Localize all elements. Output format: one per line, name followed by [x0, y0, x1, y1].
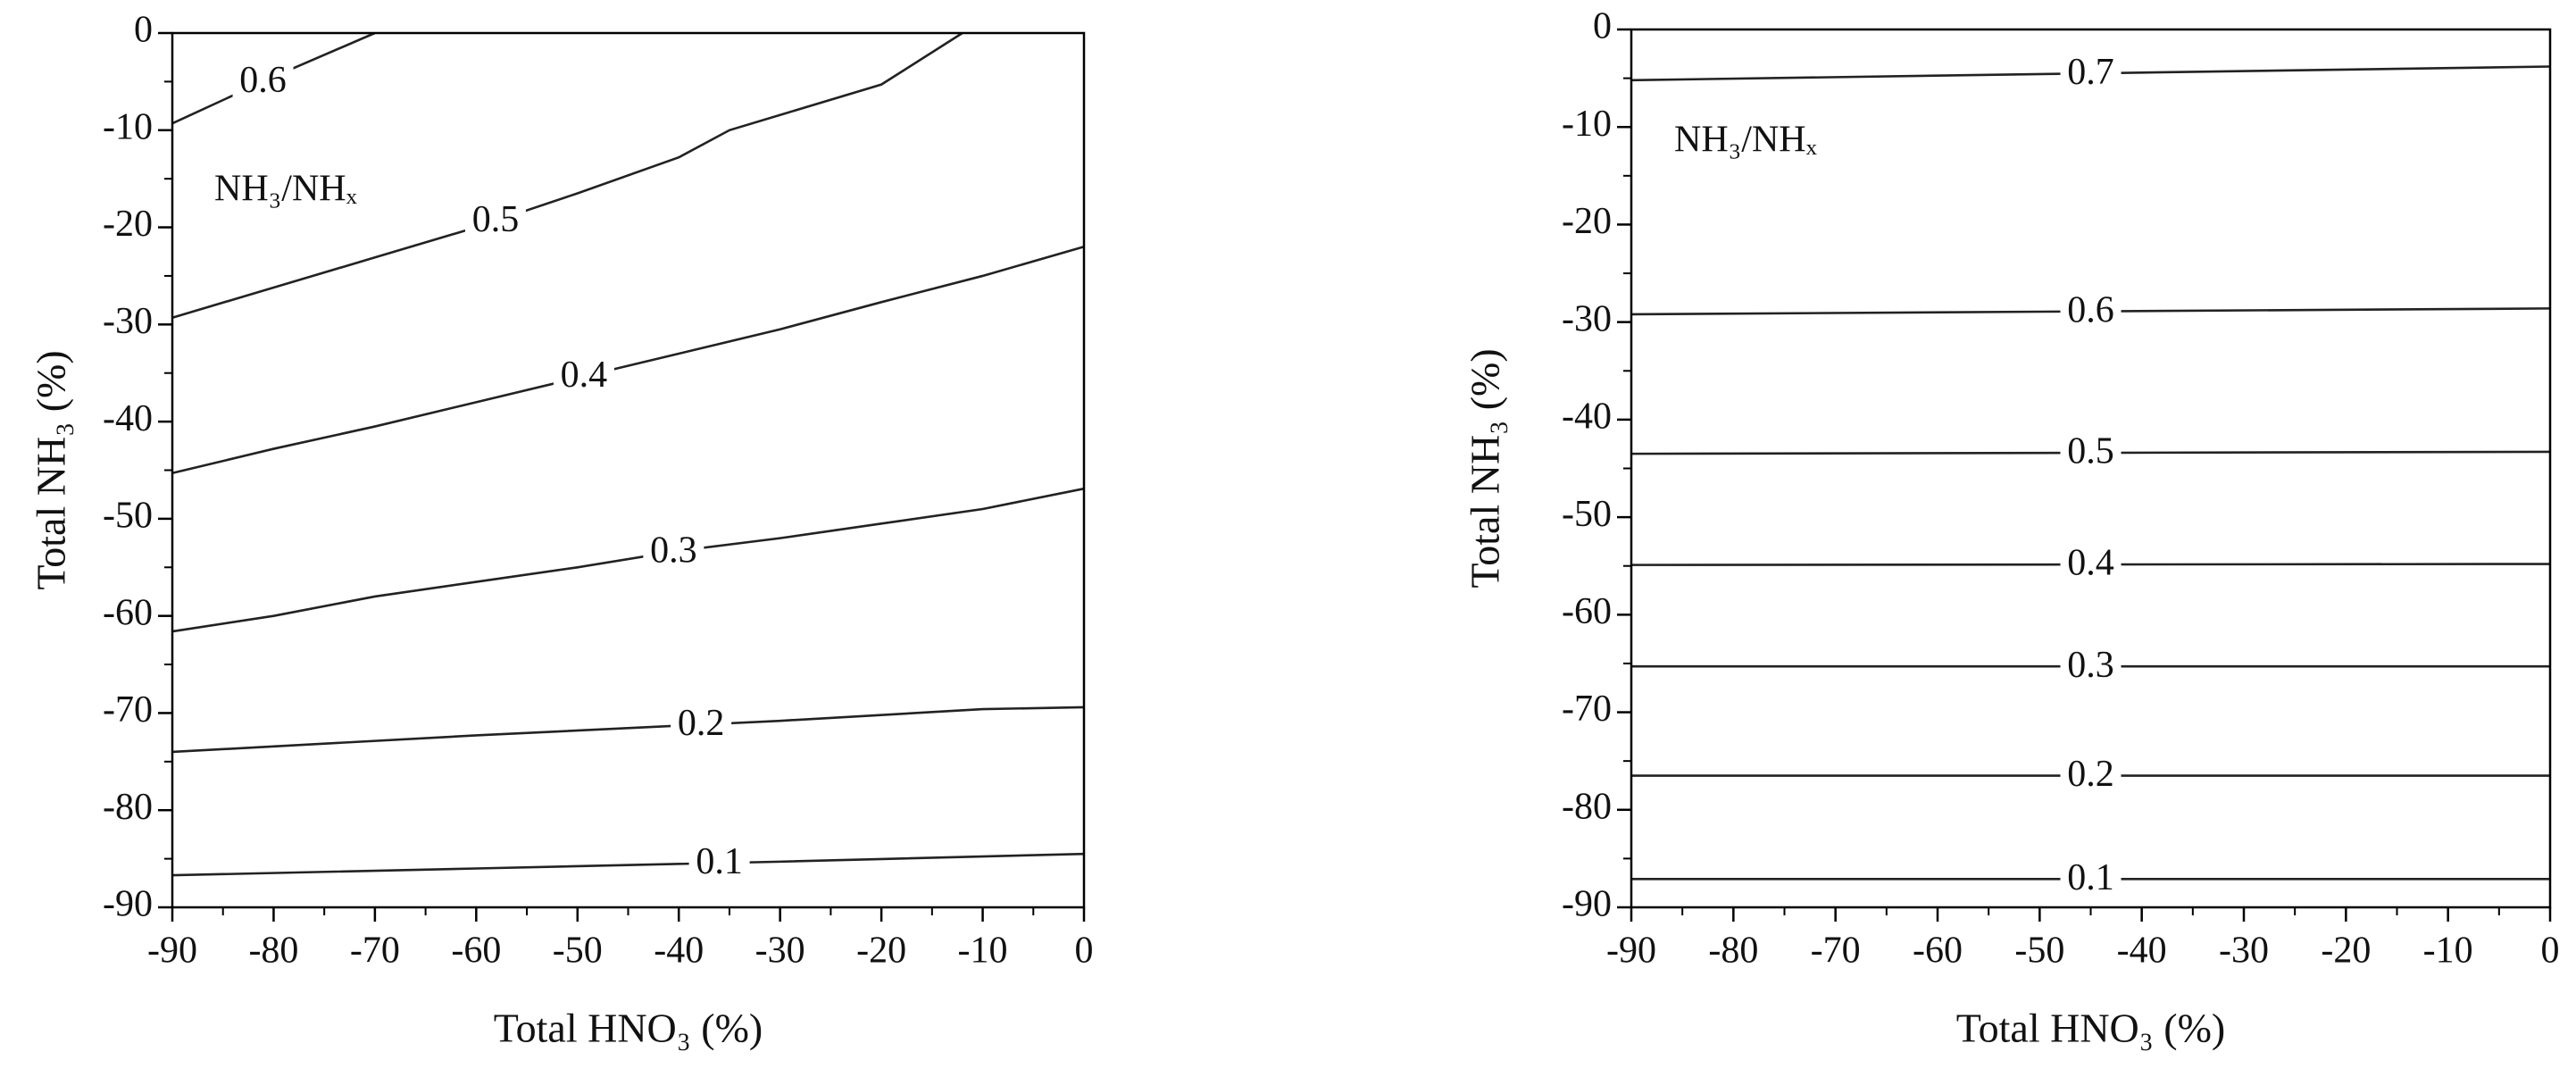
label-bg — [232, 62, 294, 102]
y-tick-label: -60 — [103, 592, 153, 633]
label-bg — [2060, 54, 2122, 94]
y-tick-label: -30 — [103, 301, 153, 342]
x-tick-label: -40 — [2117, 931, 2167, 972]
contour-label: 0.1 — [696, 841, 743, 882]
y-tick-label: -30 — [1562, 298, 1612, 339]
y-tick-label: -10 — [103, 106, 153, 147]
contour-line — [171, 31, 963, 319]
y-tick-label: 0 — [1593, 6, 1612, 47]
label-bg — [2060, 433, 2122, 473]
x-tick-label: -70 — [1811, 931, 1861, 972]
label-bg — [2060, 756, 2122, 796]
x-tick-label: -20 — [2321, 931, 2371, 972]
plot-frame — [1630, 28, 2552, 909]
x-tick-label: 0 — [2541, 931, 2560, 972]
x-tick-label: -60 — [451, 931, 501, 972]
contour-label: 0.3 — [650, 530, 697, 571]
x-tick-label: -30 — [755, 931, 805, 972]
contour-label: 0.4 — [561, 355, 608, 396]
plot: -90 -80 -70 -60 -50 -40 -30 -20 -10 0 0 -10 -20 -30 -4… — [29, 10, 1094, 1051]
contour-label: 0.6 — [2067, 289, 2114, 330]
label-bg — [688, 843, 750, 883]
x-tick-label: -80 — [1708, 931, 1758, 972]
annotation: NH₃/NHₓ — [1674, 120, 1818, 161]
y-tick-label: -40 — [103, 398, 153, 439]
label-bg — [643, 531, 704, 572]
x-tick-label: -10 — [2423, 931, 2473, 972]
label-bg — [464, 201, 526, 241]
x-tick-label: -20 — [856, 931, 906, 972]
label-bg — [671, 705, 732, 745]
y-tick-label: -40 — [1562, 397, 1612, 438]
label-bg — [2060, 545, 2122, 585]
contour-line — [171, 705, 1085, 754]
label-bg — [2060, 859, 2122, 899]
x-axis-title: Total HNO₃ (%) — [494, 1006, 763, 1051]
x-tick-label: -50 — [2014, 931, 2064, 972]
x-tick-label: -90 — [1606, 931, 1656, 972]
y-tick-label: -60 — [1562, 591, 1612, 632]
contour-label: 0.1 — [2067, 857, 2114, 898]
y-tick-label: -50 — [103, 496, 153, 537]
contour-line — [171, 852, 1085, 877]
contour-label: 0.2 — [2067, 754, 2114, 795]
x-tick-label: -10 — [958, 931, 1008, 972]
contour-label: 0.6 — [239, 60, 287, 101]
label-bg — [2060, 647, 2122, 687]
contour-label: 0.7 — [2067, 52, 2114, 93]
x-tick-label: -50 — [553, 931, 603, 972]
y-tick-label: -20 — [1562, 201, 1612, 242]
y-tick-label: -70 — [103, 689, 153, 731]
y-tick-label: -90 — [103, 884, 153, 925]
y-tick-label: 0 — [134, 10, 153, 51]
contour-line — [171, 487, 1085, 633]
contour-label: 0.5 — [2067, 431, 2114, 472]
y-tick-label: -20 — [103, 204, 153, 245]
plot-frame — [171, 31, 1086, 909]
contour-label: 0.2 — [678, 703, 725, 744]
x-tick-label: -90 — [147, 931, 197, 972]
plot: -90 -80 -70 -60 -50 -40 -30 -20 -10 0 0 -10 -20 -30 -4… — [1463, 6, 2560, 1051]
x-tick-label: -40 — [654, 931, 704, 972]
x-tick-label: -70 — [350, 931, 400, 972]
label-bg — [2060, 291, 2122, 331]
y-tick-label: -80 — [103, 787, 153, 828]
y-tick-label: -80 — [1562, 786, 1612, 827]
x-tick-label: -60 — [1913, 931, 1963, 972]
label-bg — [553, 356, 614, 397]
annotation: NH₃/NHₓ — [214, 169, 358, 210]
contour-label: 0.3 — [2067, 645, 2114, 686]
contour-label: 0.4 — [2067, 543, 2114, 584]
x-tick-label: 0 — [1075, 931, 1094, 972]
y-tick-label: -50 — [1562, 494, 1612, 535]
y-tick-label: -90 — [1562, 884, 1612, 925]
contour-line — [171, 246, 1085, 475]
contour-label: 0.5 — [472, 199, 520, 240]
x-axis-title: Total HNO₃ (%) — [1956, 1006, 2226, 1051]
y-axis-title: Total NH₃ (%) — [29, 350, 74, 589]
y-tick-label: -70 — [1562, 689, 1612, 730]
y-axis-title: Total NH₃ (%) — [1463, 348, 1508, 588]
x-tick-label: -80 — [248, 931, 298, 972]
x-tick-label: -30 — [2219, 931, 2269, 972]
y-tick-label: -10 — [1562, 104, 1612, 145]
